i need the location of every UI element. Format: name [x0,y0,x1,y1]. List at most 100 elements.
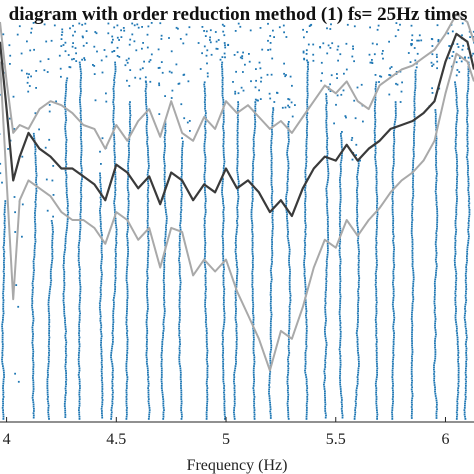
data-point [78,382,81,385]
data-point [251,237,254,240]
data-point [467,81,470,84]
data-point [115,228,118,231]
data-point [466,123,469,125]
data-point [100,245,103,247]
data-point [456,195,458,198]
data-point [127,226,129,229]
data-point [330,74,333,77]
data-point [355,391,358,394]
data-point [204,167,207,169]
data-point [336,77,338,79]
data-point [204,294,207,297]
data-point [100,251,103,254]
data-point [222,145,225,147]
data-point [355,154,357,156]
data-point [204,268,207,271]
data-point [248,53,250,55]
data-point [339,227,342,230]
data-point [126,61,129,64]
data-point [112,118,115,121]
data-point [160,34,163,37]
data-point [434,329,437,331]
data-point [374,114,376,117]
data-point [305,116,308,119]
data-point [339,383,342,386]
data-point [64,238,67,240]
data-point [326,143,329,146]
data-point [253,360,256,363]
data-point [270,320,272,323]
data-point [126,79,128,82]
data-point [324,330,326,333]
data-point [125,270,128,273]
data-point [2,398,4,400]
data-point [252,147,255,150]
data-point [80,182,83,185]
data-point [305,165,308,167]
data-point [410,373,413,375]
data-point [304,224,307,227]
data-point [304,292,307,295]
data-point [64,103,66,106]
data-point [147,187,150,189]
data-point [466,92,469,95]
data-point [35,170,37,173]
data-point [392,244,395,246]
data-point [375,228,378,231]
data-point [163,272,165,275]
data-point [99,304,101,307]
data-point [163,156,165,158]
data-point [222,297,225,299]
data-point [323,370,326,373]
data-point [465,290,467,293]
data-point [254,121,257,123]
data-point [305,129,308,132]
data-point [33,269,35,272]
data-point [286,378,289,381]
data-point [338,245,341,247]
data-point [394,101,397,103]
data-point [270,265,273,268]
data-point [466,94,469,97]
data-point [413,155,415,158]
data-point [147,206,149,209]
data-point [43,69,46,72]
data-point [413,128,416,131]
data-point [63,262,65,264]
data-point [111,400,114,403]
data-point [253,354,255,356]
data-point [147,308,149,310]
data-point [221,231,224,233]
data-point [113,294,116,297]
data-point [144,94,147,97]
data-point [145,107,148,110]
data-point [434,344,436,347]
data-point [394,35,397,38]
data-point [306,79,309,81]
data-point [179,217,182,220]
data-point [251,202,253,205]
data-point [162,321,165,323]
data-point [436,403,438,406]
data-point [278,26,281,29]
data-point [287,145,289,147]
data-point [46,393,49,396]
data-point [456,112,459,114]
data-point [286,402,289,405]
data-point [306,83,309,86]
data-point [253,409,256,411]
data-point [206,332,208,334]
data-point [392,299,395,301]
data-point [180,382,182,385]
data-point [339,280,342,283]
data-point [456,413,459,416]
data-point [412,179,414,182]
data-point [125,367,128,370]
data-point [160,363,163,365]
data-point [178,360,181,363]
data-point [466,99,469,101]
data-point [64,317,66,319]
data-point [34,236,36,239]
data-point [252,371,255,374]
data-point [160,385,163,387]
